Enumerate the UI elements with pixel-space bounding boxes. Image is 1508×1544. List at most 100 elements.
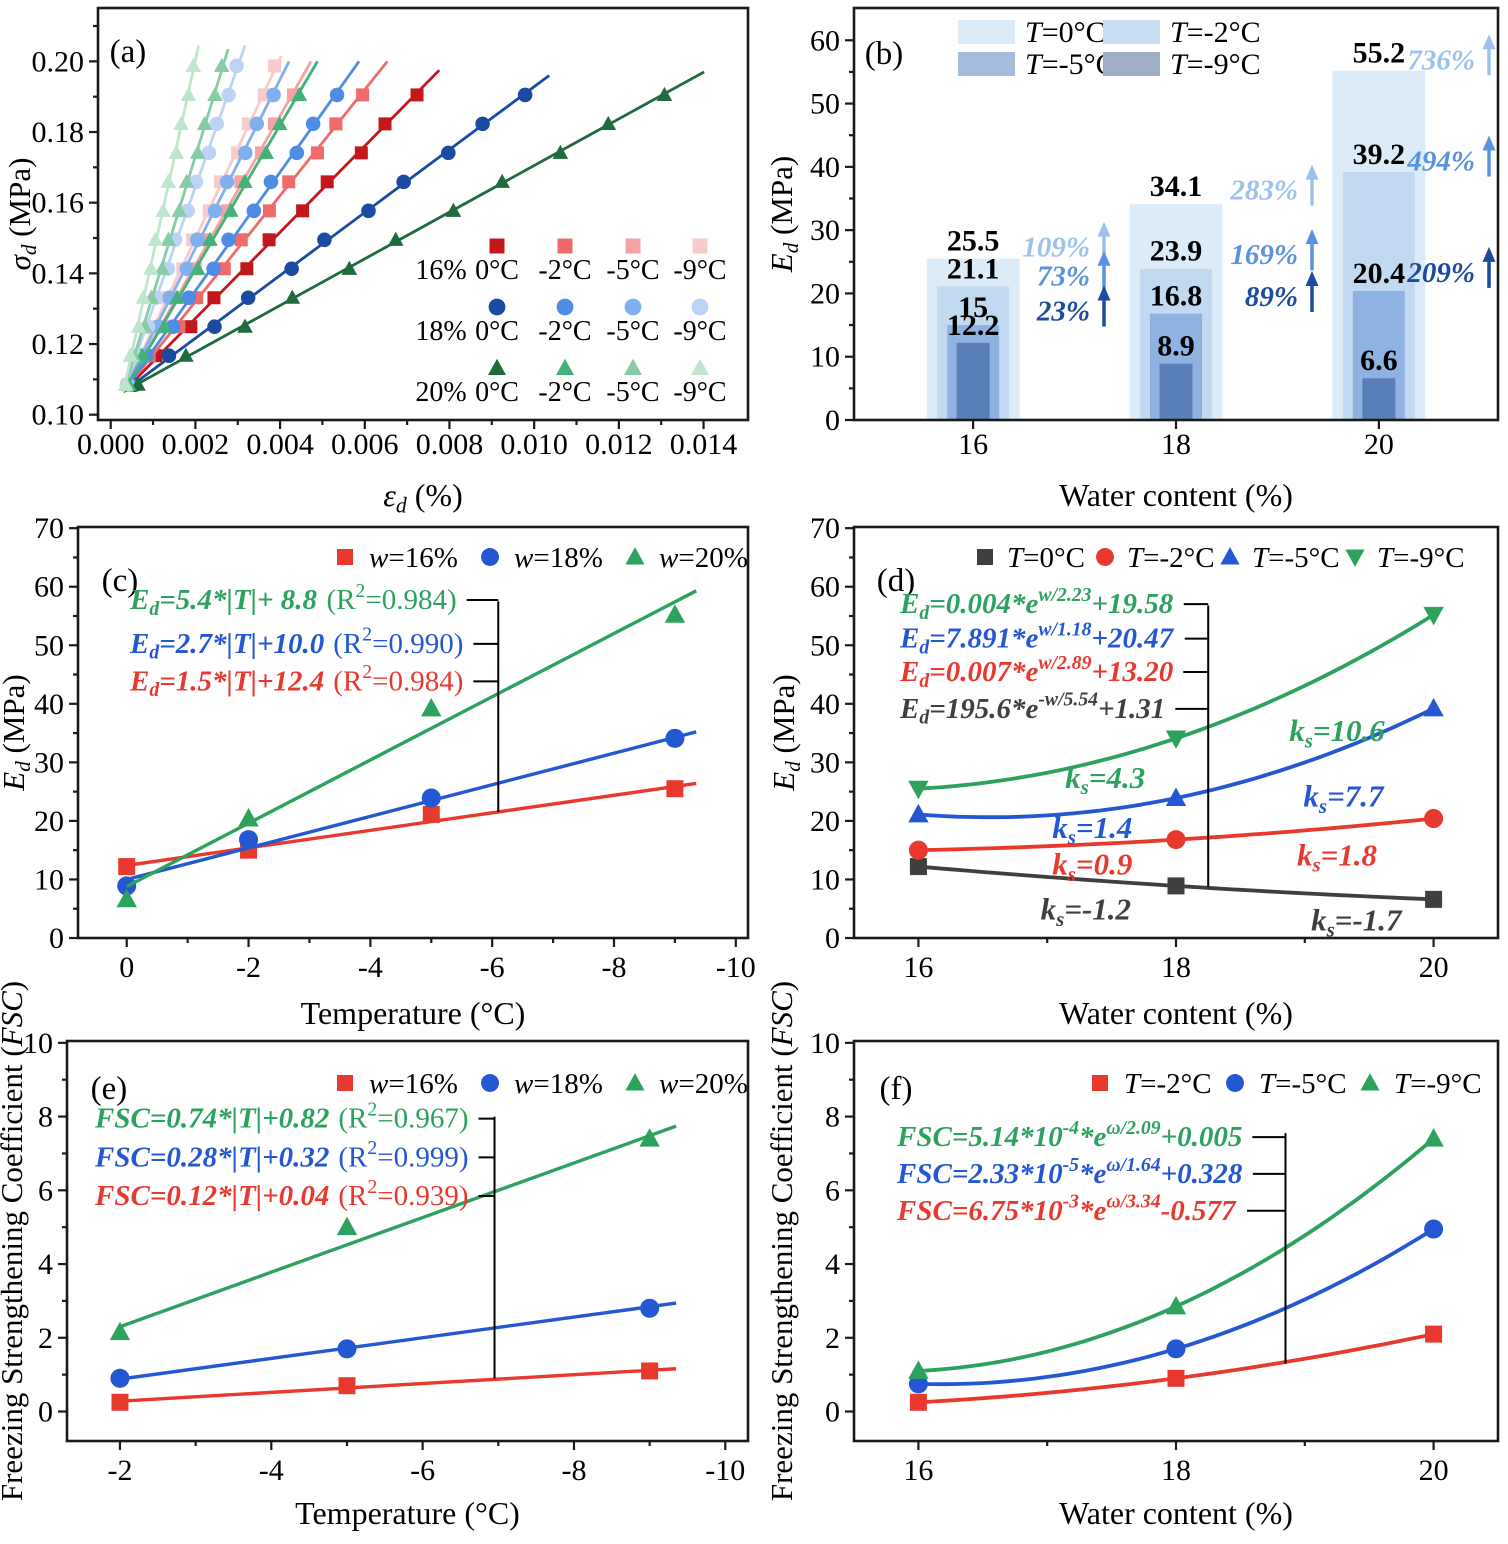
fit-line bbox=[125, 589, 698, 888]
data-point-square bbox=[422, 805, 440, 823]
fit-line-16%--9°C bbox=[122, 55, 283, 393]
bar-16pct-level3 bbox=[956, 342, 990, 420]
data-point-square bbox=[262, 204, 276, 218]
y-tick-label: 40 bbox=[34, 688, 64, 721]
fit-line-16%-0°C bbox=[122, 69, 441, 393]
x-tick-label: -10 bbox=[705, 1454, 745, 1487]
series-layer bbox=[908, 606, 1444, 908]
y-tick-label: 50 bbox=[810, 629, 840, 662]
x-tick-label: -8 bbox=[561, 1454, 586, 1487]
ks-slope-label: ks=4.3 bbox=[1065, 760, 1145, 799]
equation-label: FSC=2.33*10-5*eω/1.64+0.328 bbox=[896, 1154, 1243, 1190]
y-tick-label: 10 bbox=[34, 863, 64, 896]
legend-label: w=18% bbox=[514, 542, 603, 574]
y-tick-label: 70 bbox=[810, 512, 840, 545]
data-point-circle bbox=[1226, 1074, 1244, 1092]
equation-r2-label: (R2=0.990) bbox=[333, 624, 463, 660]
data-point-circle bbox=[263, 174, 279, 190]
y-axis-title: Freezing Strengthening Coefficient (FSC) bbox=[764, 981, 799, 1501]
equation-label: Ed=7.891*ew/1.18+20.47 bbox=[899, 618, 1175, 658]
data-point-circle bbox=[181, 290, 197, 306]
panel-letter: (a) bbox=[110, 34, 147, 70]
legend-temp-label: -2°C bbox=[538, 316, 591, 347]
fit-line-20%--2°C bbox=[122, 60, 319, 393]
data-point-circle bbox=[266, 87, 281, 103]
plot-frame bbox=[96, 6, 750, 422]
panel-f: 16 18 20 0 2 4 6 8 10 Water content (%) Freezing S… bbox=[764, 981, 1500, 1531]
y-tick-label: 10 bbox=[23, 1027, 53, 1060]
data-point-square bbox=[240, 262, 254, 276]
bar-value-label: 25.5 bbox=[947, 225, 1000, 258]
ks-slope-label: ks=0.9 bbox=[1052, 847, 1132, 886]
data-point-circle bbox=[221, 232, 236, 248]
data-point-circle bbox=[691, 298, 709, 316]
x-tick-label: 20 bbox=[1419, 951, 1449, 984]
data-point-triangle bbox=[143, 260, 159, 275]
y-tick-label: 30 bbox=[810, 214, 840, 247]
data-point-circle bbox=[421, 788, 441, 808]
y-tick-label: 8 bbox=[38, 1101, 53, 1134]
data-point-triangle bbox=[223, 202, 239, 217]
data-point-triangle bbox=[122, 347, 139, 362]
y-tick-label: 0.20 bbox=[32, 45, 85, 78]
data-point-triangle bbox=[341, 260, 358, 275]
y-tick-label: 10 bbox=[810, 1027, 840, 1060]
legend-swatch bbox=[1103, 52, 1160, 76]
increase-arrow-head-icon bbox=[1482, 246, 1496, 262]
data-point-square bbox=[1425, 890, 1443, 908]
data-point-circle bbox=[161, 348, 177, 363]
x-tick-label: 20 bbox=[1364, 428, 1394, 461]
panel-letter: (f) bbox=[880, 1071, 913, 1107]
data-point-square bbox=[234, 233, 248, 247]
data-point-circle bbox=[189, 232, 205, 248]
legend-label: T=-2°C bbox=[1124, 1068, 1212, 1100]
x-axis-title: Water content (%) bbox=[1059, 477, 1293, 513]
equation-r2-label: (R2=0.984) bbox=[333, 661, 463, 697]
data-point-square bbox=[311, 146, 325, 160]
data-point-square bbox=[262, 233, 276, 247]
y-tick-label: 0.16 bbox=[32, 187, 85, 220]
series-layer bbox=[908, 1128, 1444, 1411]
x-tick-label: -10 bbox=[716, 951, 756, 984]
y-tick-label: 0 bbox=[825, 404, 840, 437]
data-point-circle bbox=[317, 232, 332, 248]
data-point-circle bbox=[1424, 809, 1444, 829]
y-tick-label: 0 bbox=[825, 1396, 840, 1429]
data-point-circle bbox=[207, 319, 222, 334]
data-point-circle bbox=[329, 87, 345, 103]
percent-increase-label: 283% bbox=[1229, 175, 1298, 207]
data-point-triangle bbox=[556, 358, 574, 375]
x-tick-label: 0.006 bbox=[331, 428, 399, 461]
data-point-circle bbox=[361, 203, 376, 219]
legend-label: T=0°C bbox=[1007, 542, 1085, 574]
fit-line bbox=[126, 781, 697, 868]
series-layer bbox=[926, 70, 1426, 420]
y-tick-label: 40 bbox=[810, 688, 840, 721]
percent-increase-label: 736% bbox=[1407, 44, 1475, 76]
increase-arrow-head-icon bbox=[1482, 34, 1496, 50]
data-point-square bbox=[378, 117, 392, 131]
x-axis-title: Temperature (°C) bbox=[301, 995, 526, 1031]
equation-label: FSC=0.12*|T|+0.04 bbox=[94, 1180, 329, 1212]
y-tick-label: 10 bbox=[810, 863, 840, 896]
data-point-circle bbox=[249, 116, 265, 132]
legend-temp-label: -9°C bbox=[673, 255, 726, 286]
data-point-triangle bbox=[180, 86, 197, 101]
data-point-triangle bbox=[1165, 730, 1187, 749]
ks-slope-label: ks=10.6 bbox=[1289, 713, 1385, 752]
fit-line-16%--2°C bbox=[122, 60, 389, 393]
data-point-triangle bbox=[625, 1073, 645, 1091]
panel-a: 0.000 0.002 0.004 0.006 0.008 0.010 0.012 0.014… bbox=[2, 6, 750, 517]
data-point-triangle bbox=[155, 202, 171, 217]
data-point-triangle bbox=[238, 808, 259, 827]
data-point-triangle bbox=[488, 358, 506, 375]
data-point-triangle bbox=[178, 347, 194, 362]
y-tick-label: 6 bbox=[825, 1174, 840, 1207]
x-tick-label: 18 bbox=[1161, 951, 1191, 984]
y-tick-label: 0 bbox=[825, 922, 840, 955]
data-point-square bbox=[217, 262, 231, 276]
x-tick-label: 0.002 bbox=[162, 428, 230, 461]
